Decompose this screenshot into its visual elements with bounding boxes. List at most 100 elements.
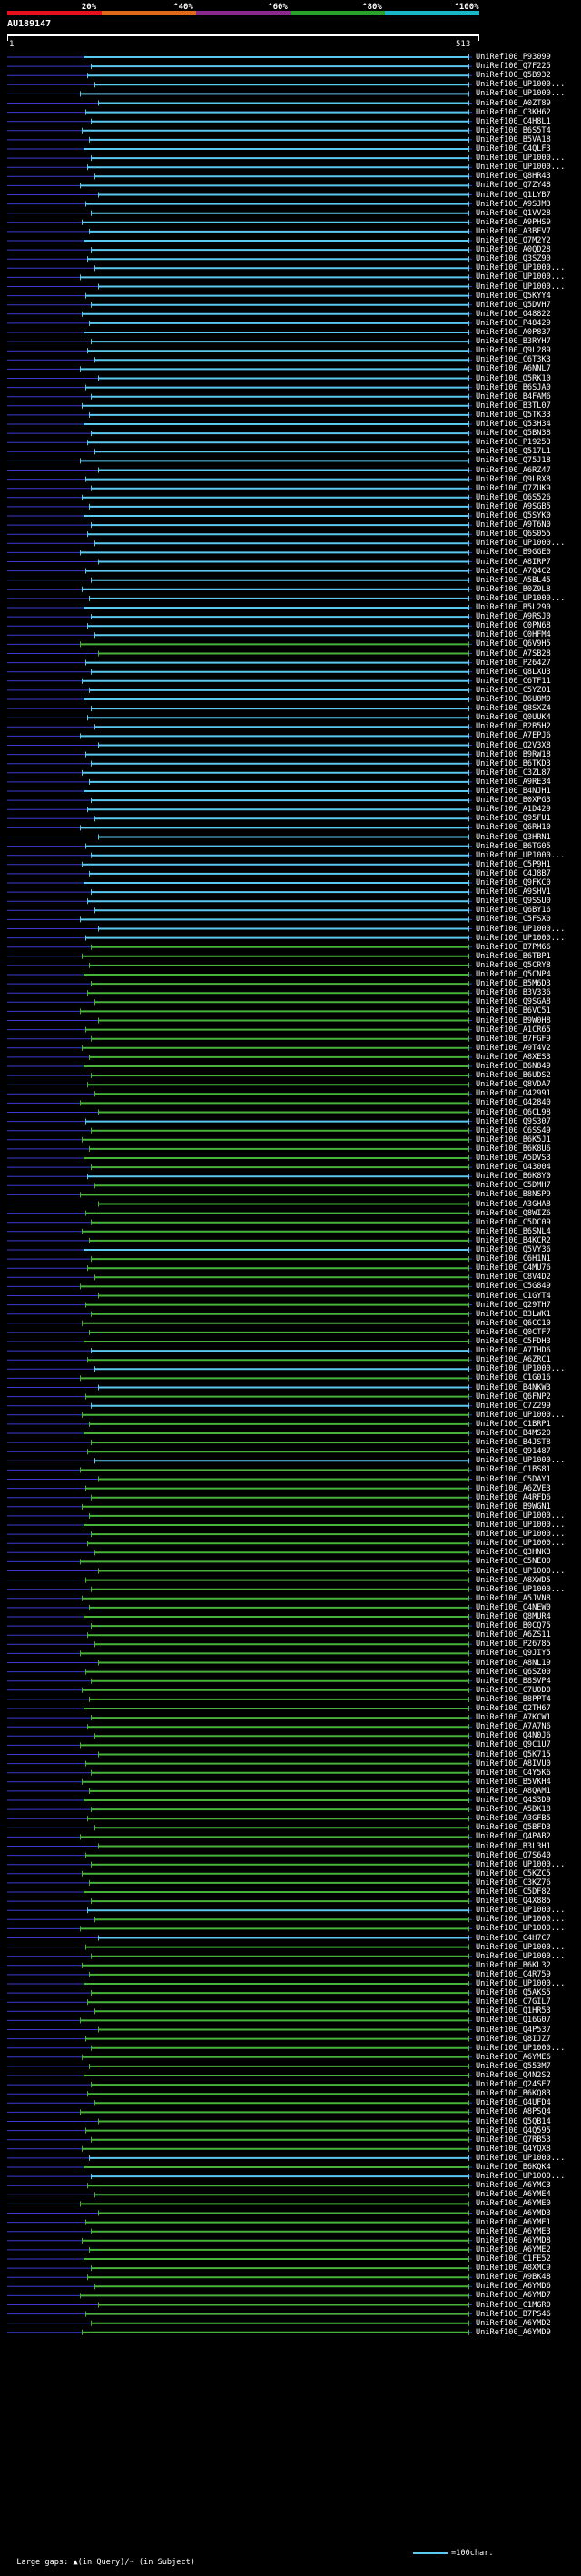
hit-label[interactable]: UniRef100_A6YMC3 — [476, 2181, 551, 2191]
hit-label[interactable]: UniRef100_A6YMD2 — [476, 2318, 551, 2328]
hit-label[interactable]: UniRef100_C5KZC5 — [476, 1868, 551, 1878]
hit-label[interactable]: UniRef100_Q4S3D9 — [476, 1796, 551, 1805]
hit-label[interactable]: UniRef100_C4NEW0 — [476, 1602, 551, 1612]
hit-label[interactable]: UniRef100_C5FSX0 — [476, 915, 551, 925]
hit-label[interactable]: UniRef100_A9SJM3 — [476, 199, 551, 209]
hit-label[interactable]: UniRef100_UP1000... — [476, 80, 566, 90]
hit-label[interactable]: UniRef100_A7A7N6 — [476, 1722, 551, 1732]
hit-label[interactable]: UniRef100_B7PS46 — [476, 2309, 551, 2319]
hit-label[interactable]: UniRef100_Q8SXZ4 — [476, 704, 551, 714]
hit-label[interactable]: UniRef100_Q5BN38 — [476, 429, 551, 439]
hit-label[interactable]: UniRef100_B5L290 — [476, 603, 551, 612]
hit-label[interactable]: UniRef100_B4NKW3 — [476, 1382, 551, 1392]
hit-label[interactable]: UniRef100_Q5AKS5 — [476, 1988, 551, 1998]
hit-label[interactable]: UniRef100_C5DC09 — [476, 1217, 551, 1227]
hit-label[interactable]: UniRef100_Q9JIY5 — [476, 1649, 551, 1659]
hit-label[interactable]: UniRef100_A6YMD6 — [476, 2282, 551, 2292]
hit-label[interactable]: UniRef100_Q7M2Y2 — [476, 236, 551, 245]
hit-label[interactable]: UniRef100_UP1000... — [476, 1511, 566, 1521]
hit-label[interactable]: UniRef100_UP1000... — [476, 1906, 566, 1916]
hit-label[interactable]: UniRef100_Q9SGA8 — [476, 997, 551, 1007]
hit-label[interactable]: UniRef100_A3BFV7 — [476, 226, 551, 236]
hit-label[interactable]: UniRef100_C4H8L1 — [476, 116, 551, 126]
hit-label[interactable]: UniRef100_Q6SZ00 — [476, 1667, 551, 1677]
hit-label[interactable]: UniRef100_C4MU76 — [476, 1263, 551, 1273]
hit-label[interactable]: UniRef100_A9T4V2 — [476, 1043, 551, 1053]
hit-label[interactable]: UniRef100_A8IVU0 — [476, 1759, 551, 1769]
hit-label[interactable]: UniRef100_B6KL32 — [476, 1960, 551, 1970]
hit-label[interactable]: UniRef100_C1G016 — [476, 1373, 551, 1383]
hit-label[interactable]: UniRef100_B6K5J1 — [476, 1134, 551, 1144]
hit-label[interactable]: UniRef100_Q6S526 — [476, 492, 551, 502]
hit-label[interactable]: UniRef100_Q4YQX8 — [476, 2144, 551, 2154]
hit-label[interactable]: UniRef100_A3GFB5 — [476, 1814, 551, 1824]
hit-label[interactable]: UniRef100_Q5K715 — [476, 1749, 551, 1759]
hit-label[interactable]: UniRef100_Q24SE7 — [476, 2080, 551, 2090]
hit-label[interactable]: UniRef100_B6TKD3 — [476, 758, 551, 768]
hit-label[interactable]: UniRef100_P26785 — [476, 1640, 551, 1650]
hit-label[interactable]: UniRef100_C1BS81 — [476, 1465, 551, 1475]
hit-label[interactable]: UniRef100_Q6CC10 — [476, 1318, 551, 1328]
hit-label[interactable]: UniRef100_A6YMD3 — [476, 2208, 551, 2218]
hit-label[interactable]: UniRef100_A7SB28 — [476, 649, 551, 659]
hit-label[interactable]: UniRef100_UP1000... — [476, 1942, 566, 1952]
hit-label[interactable]: UniRef100_B4NJH1 — [476, 787, 551, 796]
hit-label[interactable]: UniRef100_Q5KYY4 — [476, 291, 551, 301]
hit-label[interactable]: UniRef100_Q0CTF7 — [476, 1327, 551, 1337]
hit-label[interactable]: UniRef100_UP1000... — [476, 924, 566, 934]
hit-label[interactable]: UniRef100_A1D429 — [476, 805, 551, 815]
hit-label[interactable]: UniRef100_C5G849 — [476, 1282, 551, 1292]
hit-label[interactable]: UniRef100_Q7S640 — [476, 1850, 551, 1860]
hit-label[interactable]: UniRef100_C3KH62 — [476, 107, 551, 117]
hit-label[interactable]: UniRef100_A9BK48 — [476, 2273, 551, 2283]
hit-label[interactable]: UniRef100_Q8MUR4 — [476, 1612, 551, 1621]
hit-label[interactable]: UniRef100_Q5BFD3 — [476, 1823, 551, 1833]
hit-label[interactable]: UniRef100_B6UDS2 — [476, 1071, 551, 1081]
hit-label[interactable]: UniRef100_B6U8M0 — [476, 695, 551, 704]
hit-label[interactable]: UniRef100_B5M6D3 — [476, 979, 551, 989]
hit-label[interactable]: UniRef100_B4KCR2 — [476, 1235, 551, 1245]
hit-label[interactable]: UniRef100_UP1000... — [476, 1456, 566, 1466]
hit-label[interactable]: UniRef100_Q9FKC0 — [476, 878, 551, 887]
hit-label[interactable]: UniRef100_Q6V9H5 — [476, 639, 551, 649]
hit-label[interactable]: UniRef100_C1GYT4 — [476, 1291, 551, 1301]
hit-label[interactable]: UniRef100_Q91487 — [476, 1447, 551, 1457]
hit-label[interactable]: UniRef100_B6TBP1 — [476, 951, 551, 961]
hit-label[interactable]: UniRef100_A5DK18 — [476, 1805, 551, 1815]
hit-label[interactable]: UniRef100_Q5SYK0 — [476, 511, 551, 520]
hit-label[interactable]: UniRef100_Q7ZY48 — [476, 181, 551, 191]
hit-label[interactable]: UniRef100_O48822 — [476, 309, 551, 319]
hit-label[interactable]: UniRef100_B7FGF9 — [476, 1034, 551, 1044]
hit-label[interactable]: UniRef100_A8NL19 — [476, 1658, 551, 1668]
hit-label[interactable]: UniRef100_UP1000... — [476, 1530, 566, 1540]
hit-label[interactable]: UniRef100_UP1000... — [476, 154, 566, 163]
hit-label[interactable]: UniRef100_UP1000... — [476, 933, 566, 943]
hit-label[interactable]: UniRef100_C5P9H1 — [476, 859, 551, 869]
hit-label[interactable]: UniRef100_UP1000... — [476, 593, 566, 603]
hit-label[interactable]: UniRef100_Q9C1U7 — [476, 1740, 551, 1750]
hit-label[interactable]: UniRef100_A8XES3 — [476, 1052, 551, 1062]
hit-label[interactable]: UniRef100_Q0UUK4 — [476, 713, 551, 723]
hit-label[interactable]: UniRef100_A9SHV1 — [476, 887, 551, 897]
hit-label[interactable]: UniRef100_B6KQK4 — [476, 2163, 551, 2172]
hit-label[interactable]: UniRef100_A8QAM1 — [476, 1786, 551, 1796]
hit-label[interactable]: UniRef100_Q95FU1 — [476, 814, 551, 824]
hit-label[interactable]: UniRef100_Q5CRY8 — [476, 960, 551, 970]
hit-label[interactable]: UniRef100_B3LWK1 — [476, 1309, 551, 1319]
hit-label[interactable]: UniRef100_C7Z299 — [476, 1401, 551, 1411]
hit-label[interactable]: UniRef100_B9W0H8 — [476, 1016, 551, 1025]
hit-label[interactable]: UniRef100_B6SJA0 — [476, 382, 551, 392]
hit-label[interactable]: UniRef100_Q75J18 — [476, 456, 551, 466]
hit-label[interactable]: UniRef100_C4J8B7 — [476, 868, 551, 878]
hit-label[interactable]: UniRef100_A8XMC9 — [476, 2264, 551, 2274]
hit-label[interactable]: UniRef100_Q7ZUK9 — [476, 483, 551, 493]
hit-label[interactable]: UniRef100_UP1000... — [476, 850, 566, 860]
hit-label[interactable]: UniRef100_UP1000... — [476, 1566, 566, 1576]
hit-label[interactable]: UniRef100_UP1000... — [476, 163, 566, 173]
hit-label[interactable]: UniRef100_A6RZ47 — [476, 465, 551, 475]
hit-label[interactable]: UniRef100_B9GGE0 — [476, 548, 551, 558]
hit-label[interactable]: UniRef100_Q4P537 — [476, 2025, 551, 2035]
hit-label[interactable]: UniRef100_C1BRP1 — [476, 1419, 551, 1429]
hit-label[interactable]: UniRef100_Q3SZ90 — [476, 254, 551, 264]
hit-label[interactable]: UniRef100_Q8HR43 — [476, 172, 551, 182]
